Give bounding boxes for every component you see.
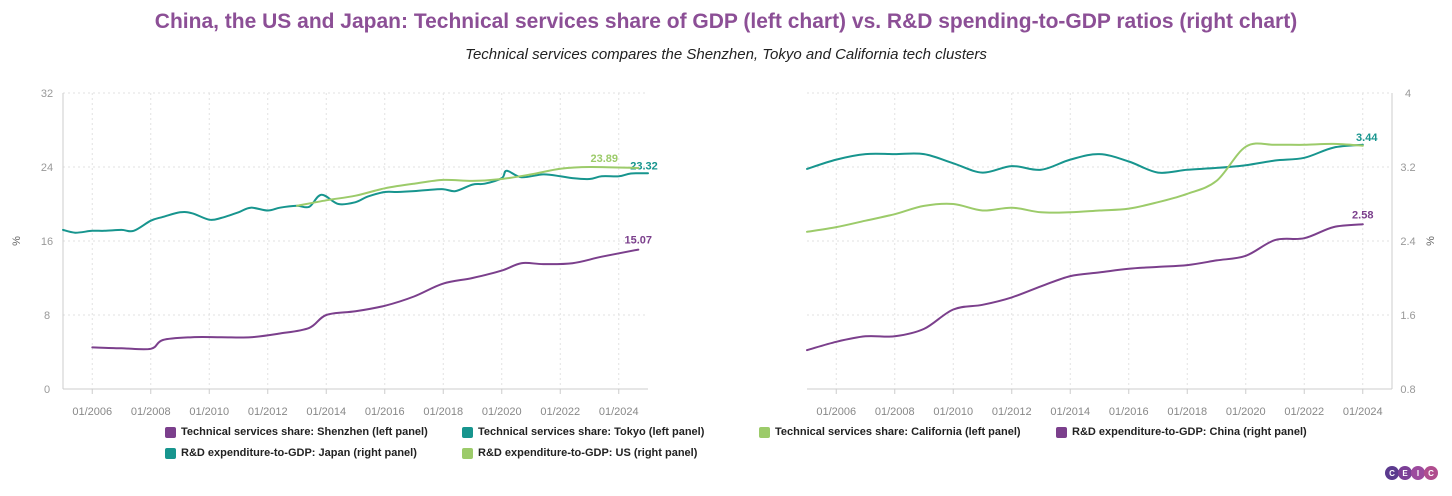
y-tick-label: 32 (41, 88, 53, 100)
logo-letter: I (1411, 466, 1425, 480)
chart-panel-right: 0.8 1.6 2.4 3.2 4% 01/2006 01/2008 01/2010 01/20… (806, 88, 1437, 418)
x-tick-label: 01/2018 (1167, 406, 1207, 418)
x-tick-label: 01/2014 (1050, 406, 1090, 418)
series-line-left-0 (91, 248, 640, 351)
y-tick-label: 0.8 (1400, 384, 1415, 396)
x-tick-label: 01/2016 (365, 406, 405, 418)
y-axis-label: % (1425, 236, 1437, 246)
legend-item[interactable]: Technical services share: California (le… (759, 426, 1056, 438)
legend-item[interactable]: R&D expenditure-to-GDP: Japan (right pan… (165, 447, 462, 459)
x-tick-label: 01/2012 (992, 406, 1032, 418)
x-tick-label: 01/2010 (933, 406, 973, 418)
legend-swatch (1056, 426, 1067, 438)
y-tick-label: 8 (44, 310, 50, 322)
series-line-right-0 (806, 223, 1364, 352)
x-tick-label: 01/2008 (131, 406, 171, 418)
legend-swatch (462, 447, 473, 459)
series-end-label: 15.07 (624, 235, 652, 247)
series-line-right-2 (806, 142, 1364, 233)
y-tick-label: 24 (41, 162, 53, 174)
x-tick-label: 01/2024 (1343, 406, 1383, 418)
legend-swatch (759, 426, 770, 438)
series-end-label: 2.58 (1352, 209, 1373, 221)
x-tick-label: 01/2014 (306, 406, 346, 418)
legend-swatch (165, 426, 176, 438)
y-tick-label: 2.4 (1400, 236, 1415, 248)
y-tick-label: 4 (1405, 88, 1411, 100)
legend-label: R&D expenditure-to-GDP: China (right pan… (1072, 426, 1307, 438)
x-tick-label: 01/2024 (599, 406, 639, 418)
legend-swatch (165, 447, 176, 459)
legend-label: Technical services share: California (le… (775, 426, 1021, 438)
x-tick-label: 01/2018 (423, 406, 463, 418)
chart-legend: Technical services share: Shenzhen (left… (165, 426, 1315, 459)
legend-item[interactable]: R&D expenditure-to-GDP: US (right panel) (462, 447, 759, 459)
x-tick-label: 01/2012 (248, 406, 288, 418)
x-tick-label: 01/2020 (1226, 406, 1266, 418)
logo-letter: E (1398, 466, 1412, 480)
y-tick-label: 1.6 (1400, 310, 1415, 322)
series-line-left-1 (62, 169, 649, 234)
x-tick-label: 01/2006 (72, 406, 112, 418)
legend-label: Technical services share: Tokyo (left pa… (478, 426, 705, 438)
charts-canvas: 0 8 16 24 32% 01/2006 01/2008 01/2010 01/2012 01/… (11, 88, 1437, 418)
x-tick-label: 01/2006 (816, 406, 856, 418)
y-tick-label: 16 (41, 236, 53, 248)
chart-subtitle: Technical services compares the Shenzhen… (465, 46, 987, 63)
series-end-label: 23.32 (630, 160, 658, 172)
x-tick-label: 01/2010 (189, 406, 229, 418)
legend-label: R&D expenditure-to-GDP: Japan (right pan… (181, 447, 417, 459)
y-tick-label: 0 (44, 384, 50, 396)
legend-label: R&D expenditure-to-GDP: US (right panel) (478, 447, 698, 459)
legend-label: Technical services share: Shenzhen (left… (181, 426, 428, 438)
series-line-right-1 (806, 143, 1364, 174)
x-tick-label: 01/2020 (482, 406, 522, 418)
logo-letter: C (1424, 466, 1438, 480)
series-end-label: 23.89 (590, 153, 618, 165)
legend-item[interactable]: Technical services share: Tokyo (left pa… (462, 426, 759, 438)
chart-title: China, the US and Japan: Technical servi… (154, 10, 1298, 33)
chart-panel-left: 0 8 16 24 32% 01/2006 01/2008 01/2010 01/2012 01/… (11, 88, 658, 418)
legend-item[interactable]: Technical services share: Shenzhen (left… (165, 426, 462, 438)
x-tick-label: 01/2022 (1284, 406, 1324, 418)
x-tick-label: 01/2016 (1109, 406, 1149, 418)
series-line-left-2 (296, 165, 640, 207)
y-axis-label: % (11, 236, 23, 246)
x-tick-label: 01/2008 (875, 406, 915, 418)
series-end-label: 3.44 (1356, 132, 1378, 144)
legend-item[interactable]: R&D expenditure-to-GDP: China (right pan… (1056, 426, 1316, 438)
legend-swatch (462, 426, 473, 438)
logo-letter: C (1385, 466, 1399, 480)
y-tick-label: 3.2 (1400, 162, 1415, 174)
x-tick-label: 01/2022 (540, 406, 580, 418)
